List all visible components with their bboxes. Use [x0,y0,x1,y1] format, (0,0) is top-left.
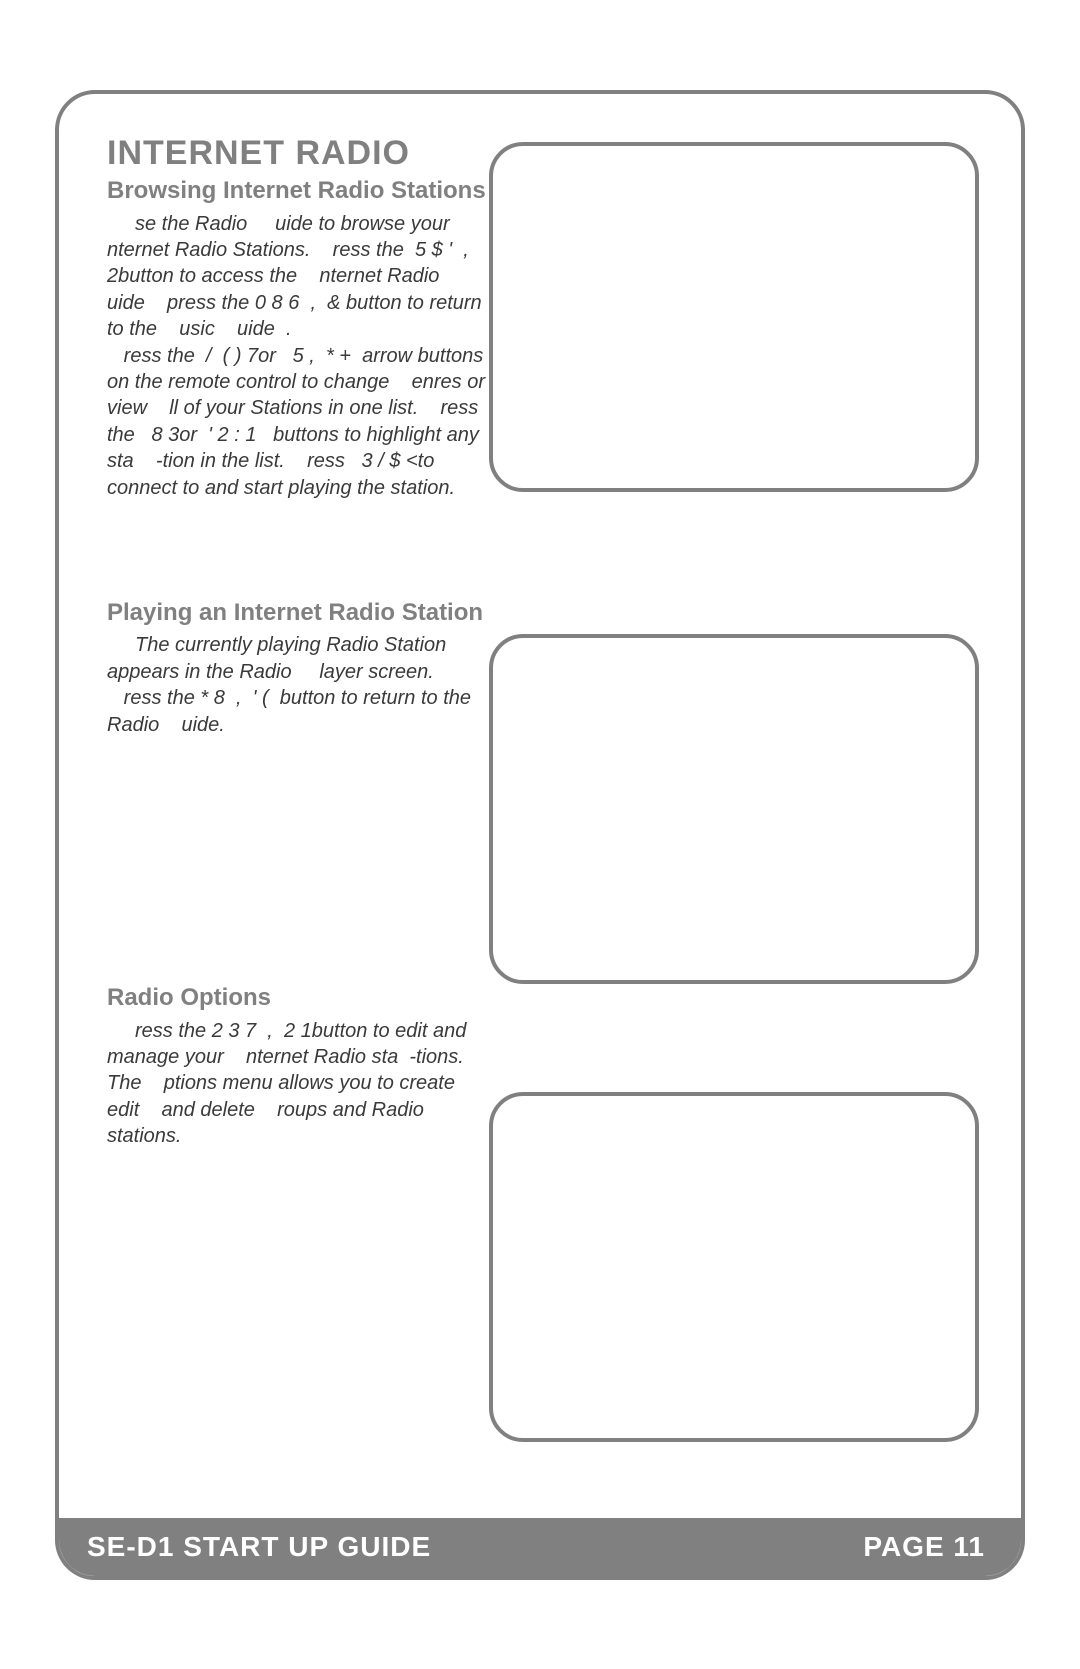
subtitle-playing: Playing an Internet Radio Station [107,599,487,627]
page-frame: INTERNET RADIO Browsing Internet Radio S… [55,90,1025,1580]
subtitle-browsing: Browsing Internet Radio Stations [107,177,487,205]
footer-left: SE-D1 START UP GUIDE [87,1531,431,1563]
screen-placeholder-options [489,1092,979,1442]
footer-right: PAGE 11 [863,1531,985,1563]
section-playing-text: Playing an Internet Radio Station The cu… [107,599,487,738]
body-browsing: se the Radio uide to browse your nternet… [107,211,487,501]
body-options: ress the 2 3 7 , 2 1button to edit and m… [107,1018,487,1150]
screen-placeholder-browsing [489,142,979,492]
section-options-text: Radio Options ress the 2 3 7 , 2 1button… [107,984,487,1150]
page-footer: SE-D1 START UP GUIDE PAGE 11 [59,1518,1021,1576]
screen-placeholder-playing [489,634,979,984]
body-playing: The currently playing Radio Station appe… [107,632,487,738]
subtitle-options: Radio Options [107,984,487,1012]
section-browsing-text: Browsing Internet Radio Stations se the … [107,177,487,501]
